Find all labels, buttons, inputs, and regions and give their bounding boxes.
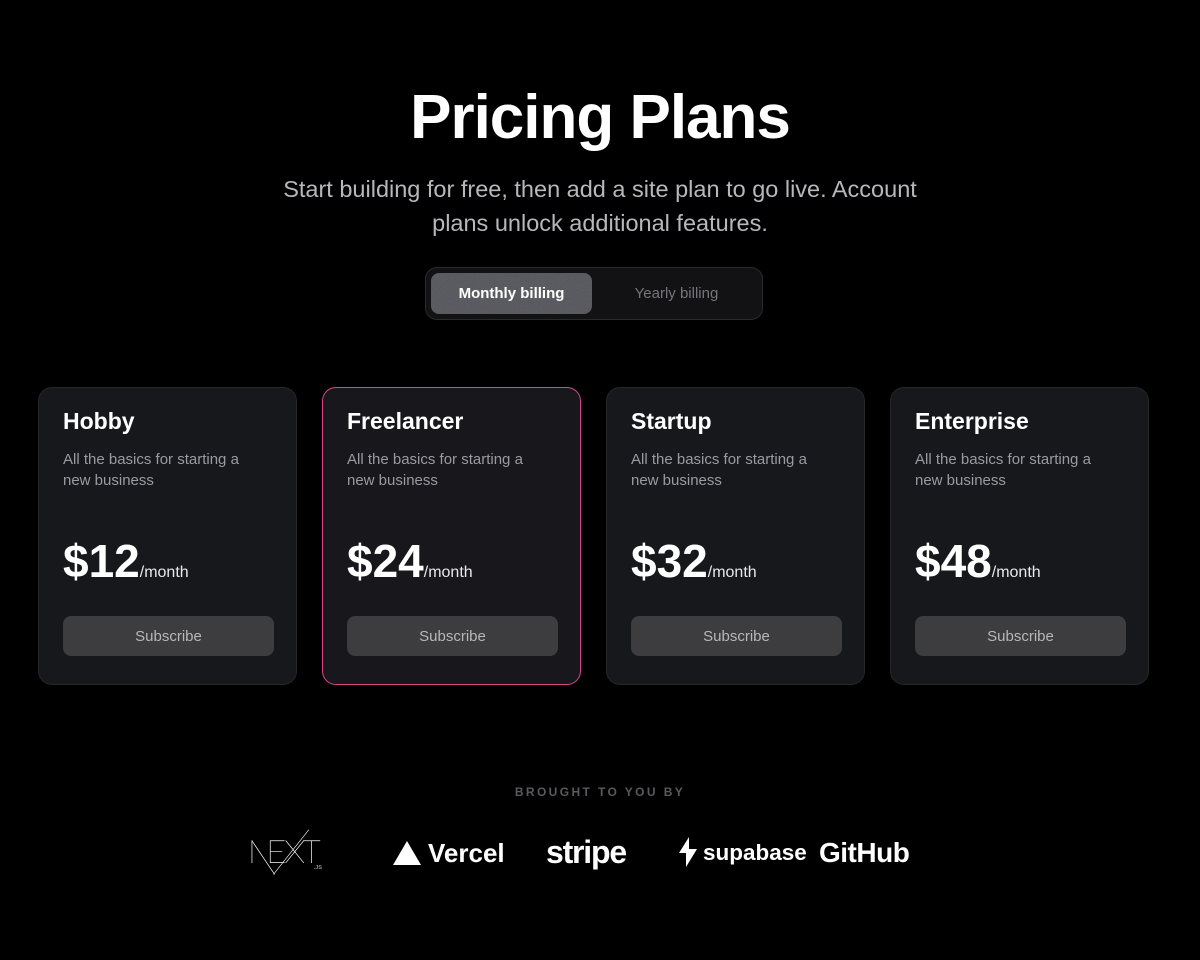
svg-text:GitHub: GitHub <box>819 837 909 868</box>
svg-text:supabase: supabase <box>703 840 807 865</box>
svg-text:.JS: .JS <box>314 865 323 871</box>
svg-text:stripe: stripe <box>546 834 626 870</box>
svg-text:Vercel: Vercel <box>428 838 505 868</box>
